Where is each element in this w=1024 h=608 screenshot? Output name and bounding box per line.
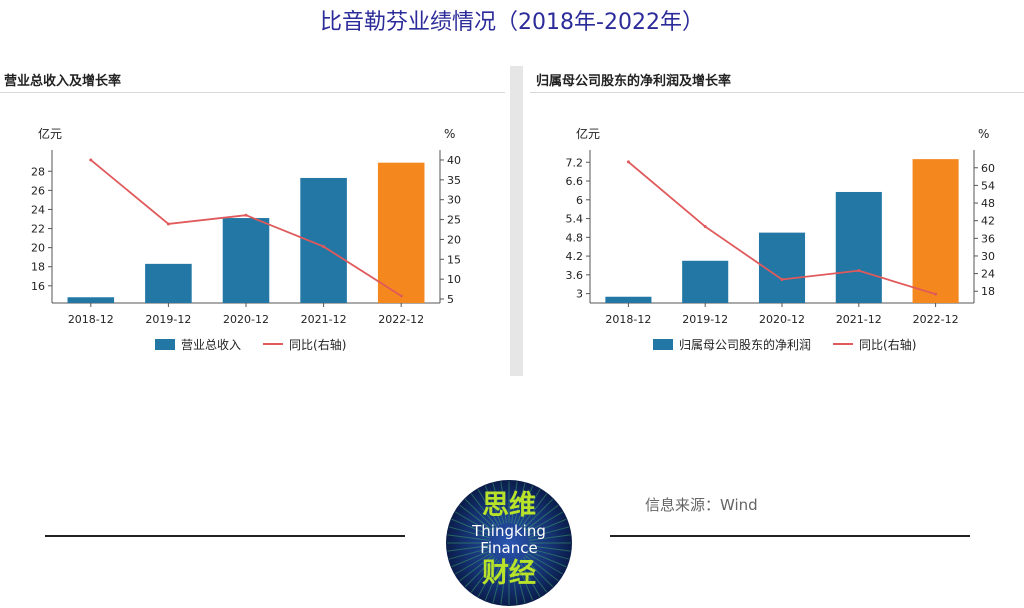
x-tick-label: 2020-12 — [759, 313, 805, 326]
y-tick-label-right: 18 — [981, 285, 995, 298]
x-tick-label: 2019-12 — [682, 313, 728, 326]
y-tick-label-left: 24 — [31, 203, 45, 216]
line-point — [89, 158, 93, 162]
y-tick-label-left: 22 — [31, 223, 45, 236]
y-tick-label-right: 30 — [981, 250, 995, 263]
y-tick-label-right: 10 — [447, 273, 461, 286]
y-tick-label-right: 25 — [447, 214, 461, 227]
y-tick-label-left: 3 — [576, 288, 583, 301]
y-axis-left-label: 亿元 — [576, 126, 600, 141]
x-tick-label: 2018-12 — [68, 313, 114, 326]
x-tick-label: 2022-12 — [913, 313, 959, 326]
y-tick-label-right: 35 — [447, 174, 461, 187]
y-tick-label-right: 42 — [981, 215, 995, 228]
legend-label-bar: 营业总收入 — [181, 338, 241, 352]
bar — [605, 296, 652, 303]
y-tick-label-left: 7.2 — [566, 156, 584, 169]
bar — [835, 191, 882, 303]
y-tick-label-right: 54 — [981, 179, 995, 192]
y-tick-label-right: 48 — [981, 197, 995, 210]
profit-chart: 亿元 % 3 3.6 4.2 4.8 5.4 6 6.6 7.2 18 24 30 36 42 48 54 60 2… — [566, 126, 996, 352]
y-axis-right-label: % — [444, 127, 455, 141]
x-tick-label: 2018-12 — [605, 313, 651, 326]
y-tick-label-left: 4.2 — [566, 250, 584, 263]
y-tick-label-left: 26 — [31, 184, 45, 197]
y-axis-right-label: % — [978, 127, 989, 141]
bar — [377, 162, 425, 303]
y-tick-label-left: 28 — [31, 165, 45, 178]
line-point — [244, 213, 248, 217]
bar — [912, 159, 959, 303]
legend-label-line: 同比(右轴) — [859, 337, 916, 352]
y-axis-left-label: 亿元 — [38, 126, 62, 141]
panel-rule-revenue — [0, 92, 505, 93]
panel-divider — [510, 66, 523, 376]
bar — [222, 218, 270, 303]
footer-line-left — [45, 535, 405, 537]
line-point — [626, 160, 630, 164]
y-tick-label-left: 16 — [31, 280, 45, 293]
x-tick-label: 2021-12 — [301, 313, 347, 326]
legend-label-line: 同比(右轴) — [289, 337, 346, 352]
y-tick-label-left: 3.6 — [566, 269, 584, 282]
x-tick-label: 2021-12 — [836, 313, 882, 326]
y-tick-label-left: 18 — [31, 261, 45, 274]
y-tick-label-right: 60 — [981, 162, 995, 175]
bar — [682, 260, 729, 303]
panel-title-revenue: 营业总收入及增长率 — [4, 74, 122, 89]
y-tick-label-left: 6.6 — [566, 175, 584, 188]
y-tick-label-left: 20 — [31, 242, 45, 255]
y-tick-label-right: 15 — [447, 253, 461, 266]
y-tick-label-right: 20 — [447, 233, 461, 246]
logo-en-2: Finance — [480, 539, 537, 557]
bar — [67, 297, 115, 303]
y-tick-label-left: 4.8 — [566, 231, 584, 244]
y-tick-label-right: 5 — [447, 293, 454, 306]
brand-logo: 思维 Thingking Finance 财经 — [446, 480, 572, 606]
line-point — [399, 294, 403, 298]
panel-rule-profit — [530, 92, 1024, 93]
revenue-chart: 亿元 % 16 18 20 22 24 26 28 5 10 15 20 25 30 35 40 2018-12 2… — [31, 126, 461, 352]
y-tick-label-right: 24 — [981, 268, 995, 281]
line-point — [857, 269, 861, 273]
x-tick-label: 2022-12 — [378, 313, 424, 326]
line-point — [322, 245, 326, 249]
y-tick-label-left: 5.4 — [566, 213, 584, 226]
logo-cn-top: 思维 — [482, 490, 536, 521]
legend-swatch-bar — [155, 339, 175, 350]
line-point — [780, 277, 784, 281]
y-tick-label-right: 30 — [447, 194, 461, 207]
line-point — [934, 292, 938, 296]
legend-swatch-bar — [653, 339, 673, 350]
panel-title-profit: 归属母公司股东的净利润及增长率 — [536, 74, 732, 89]
x-tick-label: 2020-12 — [223, 313, 269, 326]
logo-cn-bottom: 财经 — [482, 557, 536, 589]
page-title: 比音勒芬业绩情况（2018年-2022年） — [320, 10, 704, 35]
y-tick-label-left: 6 — [576, 194, 583, 207]
line-point — [166, 222, 170, 226]
source-text: 信息来源：Wind — [645, 496, 758, 514]
x-tick-label: 2019-12 — [145, 313, 191, 326]
footer-line-right — [610, 535, 970, 537]
y-tick-label-right: 36 — [981, 232, 995, 245]
bar — [145, 263, 192, 303]
legend-label-bar: 归属母公司股东的净利润 — [679, 337, 811, 352]
y-tick-label-right: 40 — [447, 154, 461, 167]
logo-en-1: Thingking — [471, 522, 546, 540]
line-point — [703, 225, 707, 229]
